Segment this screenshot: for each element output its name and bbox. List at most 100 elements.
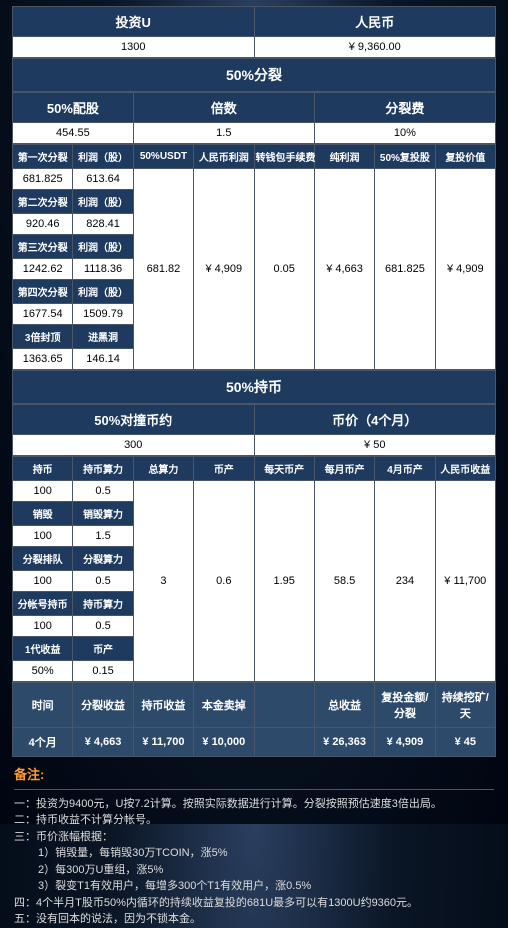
rmb-label: 人民币 xyxy=(254,7,496,37)
hold-row-val-a: 100 xyxy=(13,481,73,502)
split-col-4: 转钱包手续费 xyxy=(254,145,314,169)
summary-value-3: ¥ 10,000 xyxy=(194,728,254,757)
sec1-v-b: 1.5 xyxy=(133,123,314,144)
sec2-v-b: ¥ 50 xyxy=(254,435,496,456)
summary-label-6: 复投金额/分裂 xyxy=(375,683,435,728)
hold-row-val-b: 0.5 xyxy=(73,481,133,502)
summary-value-0: 4个月 xyxy=(13,728,73,757)
summary-label-7: 持续挖矿/天 xyxy=(435,683,495,728)
split-row-val-a: 1363.65 xyxy=(13,349,73,370)
hold-table: 持币持币算力总算力币产每天币产每月币产4月币产人民币收益 1000.530.61… xyxy=(12,456,496,682)
summary-value-7: ¥ 45 xyxy=(435,728,495,757)
split-row-val-b: 146.14 xyxy=(73,349,133,370)
hold-row-label-a: 分裂排队 xyxy=(13,547,73,571)
sec2-h-b: 币价（4个月） xyxy=(254,405,496,435)
note-line-4: 2）每300万U重组，涨5% xyxy=(38,862,494,879)
hold-row-val-a: 100 xyxy=(13,526,73,547)
split-row-label-a: 3倍封顶 xyxy=(13,325,73,349)
summary-label-2: 持币收益 xyxy=(133,683,193,728)
section2-subheader-table: 50%对撞币约 币价（4个月） 300 ¥ 50 xyxy=(12,404,496,456)
hold-row-val-b: 0.15 xyxy=(73,661,133,682)
split-row-label-a: 第二次分裂 xyxy=(13,190,73,214)
hold-row-val-b: 0.5 xyxy=(73,616,133,637)
split-row-label-a: 第三次分裂 xyxy=(13,235,73,259)
summary-label-1: 分裂收益 xyxy=(73,683,133,728)
sec1-v-a: 454.55 xyxy=(13,123,134,144)
summary-value-1: ¥ 4,663 xyxy=(73,728,133,757)
split-col-1: 利润（股） xyxy=(73,145,133,169)
note-line-3: 1）销毁量，每销毁30万TCOIN，涨5% xyxy=(38,845,494,862)
split-merged-fee: 0.05 xyxy=(254,169,314,370)
hold-row-val-a: 50% xyxy=(13,661,73,682)
hold-merged-daily: 1.95 xyxy=(254,481,314,682)
split-col-5: 纯利润 xyxy=(314,145,374,169)
hold-merged-coin: 0.6 xyxy=(194,481,254,682)
hold-col-4: 每天币产 xyxy=(254,457,314,481)
split-row-val-a: 920.46 xyxy=(13,214,73,235)
split-row-val-b: 613.64 xyxy=(73,169,133,190)
split-table: 第一次分裂利润（股）50%USDT人民币利润转钱包手续费纯利润50%复投股复投价… xyxy=(12,144,496,370)
hold-row-val-b: 0.5 xyxy=(73,571,133,592)
invest-u-value: 1300 xyxy=(13,37,255,58)
sec1-h-a: 50%配股 xyxy=(13,93,134,123)
sec1-h-c: 分裂费 xyxy=(314,93,495,123)
section1-title-table: 50%分裂 xyxy=(12,58,496,92)
hold-merged-total: 3 xyxy=(133,481,193,682)
summary-label-0: 时间 xyxy=(13,683,73,728)
split-merged-reinvest_share: 681.825 xyxy=(375,169,435,370)
split-merged-usdt: 681.82 xyxy=(133,169,193,370)
hold-merged-fourmonth: 234 xyxy=(375,481,435,682)
split-row-val-a: 681.825 xyxy=(13,169,73,190)
split-row-val-b: 1118.36 xyxy=(73,259,133,280)
split-row-val-b: 1509.79 xyxy=(73,304,133,325)
hold-merged-rmb: ¥ 11,700 xyxy=(435,481,495,682)
hold-col-6: 4月币产 xyxy=(375,457,435,481)
summary-label-4 xyxy=(254,683,314,728)
investment-header-table: 投资U 人民币 1300 ¥ 9,360.00 xyxy=(12,6,496,58)
hold-row-val-a: 100 xyxy=(13,571,73,592)
summary-value-4 xyxy=(254,728,314,757)
note-line-7: 五：没有回本的说法，因为不锁本金。 xyxy=(14,911,494,928)
hold-col-2: 总算力 xyxy=(133,457,193,481)
note-line-2: 三：币价涨幅根据： xyxy=(14,829,494,846)
split-row-label-b: 利润（股） xyxy=(73,235,133,259)
hold-merged-monthly: 58.5 xyxy=(314,481,374,682)
summary-label-5: 总收益 xyxy=(314,683,374,728)
hold-row-val-a: 100 xyxy=(13,616,73,637)
hold-row-label-a: 1代收益 xyxy=(13,637,73,661)
note-line-5: 3）裂变T1有效用户，每增多300个T1有效用户，涨0.5% xyxy=(38,878,494,895)
split-row-val-a: 1677.54 xyxy=(13,304,73,325)
split-row-label-b: 利润（股） xyxy=(73,190,133,214)
split-row-label-a: 第四次分裂 xyxy=(13,280,73,304)
hold-col-7: 人民币收益 xyxy=(435,457,495,481)
split-col-3: 人民币利润 xyxy=(194,145,254,169)
hold-row-label-a: 分帐号持币 xyxy=(13,592,73,616)
hold-col-1: 持币算力 xyxy=(73,457,133,481)
split-col-6: 50%复投股 xyxy=(375,145,435,169)
hold-row-val-b: 1.5 xyxy=(73,526,133,547)
notes-title: 备注: xyxy=(14,765,494,790)
split-row-label-b: 利润（股） xyxy=(73,280,133,304)
split-col-7: 复投价值 xyxy=(435,145,495,169)
hold-row-label-b: 持币算力 xyxy=(73,592,133,616)
summary-label-3: 本金卖掉 xyxy=(194,683,254,728)
hold-row-label-b: 分裂算力 xyxy=(73,547,133,571)
hold-row-label-b: 销毁算力 xyxy=(73,502,133,526)
note-line-0: 一：投资为9400元，U按7.2计算。按照实际数据进行计算。分裂按照预估速度3倍… xyxy=(14,796,494,813)
rmb-value: ¥ 9,360.00 xyxy=(254,37,496,58)
split-merged-rmb_profit: ¥ 4,909 xyxy=(194,169,254,370)
split-col-2: 50%USDT xyxy=(133,145,193,169)
section2-title: 50%持币 xyxy=(13,371,496,404)
note-line-1: 二：持币收益不计算分帐号。 xyxy=(14,812,494,829)
sec1-v-c: 10% xyxy=(314,123,495,144)
split-col-0: 第一次分裂 xyxy=(13,145,73,169)
note-line-6: 四：4个半月T股币50%内循环的持续收益复投的681U最多可以有1300U约93… xyxy=(14,895,494,912)
notes-section: 备注: 一：投资为9400元，U按7.2计算。按照实际数据进行计算。分裂按照预估… xyxy=(12,765,496,928)
summary-table: 时间分裂收益持币收益本金卖掉 总收益复投金额/分裂持续挖矿/天 4个月¥ 4,66… xyxy=(12,682,496,757)
sec1-h-b: 倍数 xyxy=(133,93,314,123)
hold-row-label-a: 销毁 xyxy=(13,502,73,526)
section1-subheader-table: 50%配股 倍数 分裂费 454.55 1.5 10% xyxy=(12,92,496,144)
hold-col-5: 每月币产 xyxy=(314,457,374,481)
summary-value-6: ¥ 4,909 xyxy=(375,728,435,757)
invest-u-label: 投资U xyxy=(13,7,255,37)
